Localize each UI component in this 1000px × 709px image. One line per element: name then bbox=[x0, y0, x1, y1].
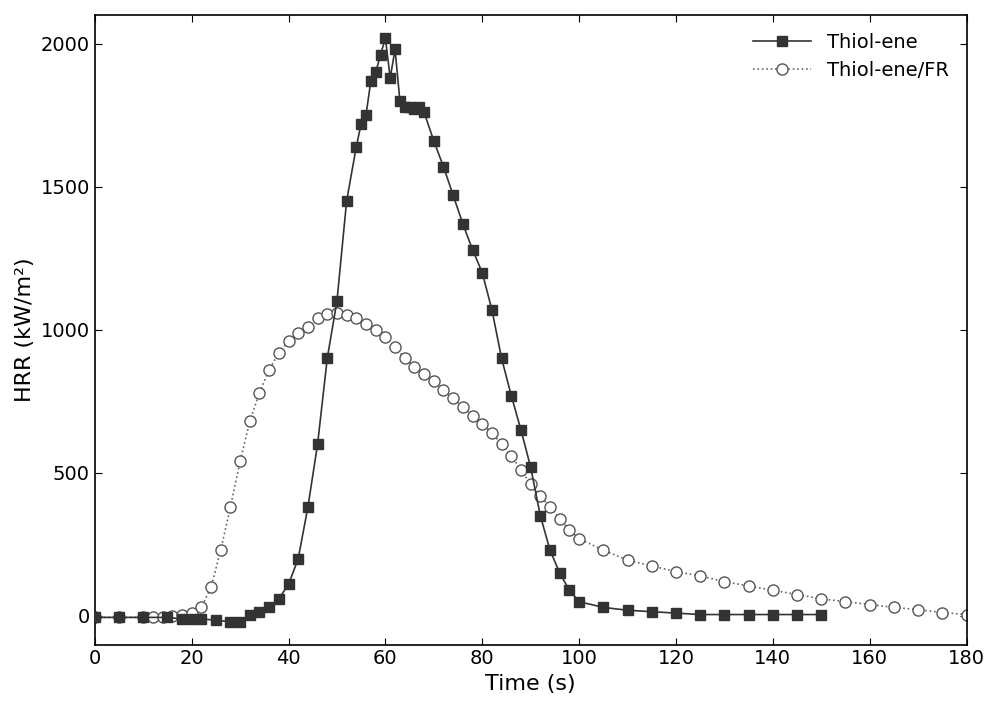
Thiol-ene bbox=[815, 610, 827, 619]
Thiol-ene/FR bbox=[515, 466, 527, 474]
Thiol-ene bbox=[89, 613, 101, 622]
X-axis label: Time (s): Time (s) bbox=[485, 674, 576, 694]
Thiol-ene/FR bbox=[89, 613, 101, 622]
Thiol-ene bbox=[457, 220, 469, 228]
Thiol-ene/FR bbox=[525, 480, 537, 489]
Thiol-ene/FR bbox=[331, 308, 343, 317]
Thiol-ene bbox=[186, 615, 198, 623]
Thiol-ene bbox=[273, 595, 285, 603]
Thiol-ene bbox=[379, 33, 391, 42]
Legend: Thiol-ene, Thiol-ene/FR: Thiol-ene, Thiol-ene/FR bbox=[745, 25, 957, 88]
Thiol-ene/FR bbox=[960, 610, 972, 619]
Thiol-ene/FR bbox=[195, 603, 207, 612]
Thiol-ene bbox=[404, 102, 416, 111]
Thiol-ene/FR bbox=[379, 333, 391, 341]
Thiol-ene/FR bbox=[428, 377, 440, 386]
Thiol-ene bbox=[670, 609, 682, 618]
Thiol-ene bbox=[312, 440, 324, 449]
Y-axis label: HRR (kW/m²): HRR (kW/m²) bbox=[15, 257, 35, 402]
Line: Thiol-ene/FR: Thiol-ene/FR bbox=[89, 307, 972, 623]
Line: Thiol-ene: Thiol-ene bbox=[90, 33, 826, 627]
Thiol-ene bbox=[224, 618, 236, 626]
Thiol-ene/FR bbox=[467, 411, 479, 420]
